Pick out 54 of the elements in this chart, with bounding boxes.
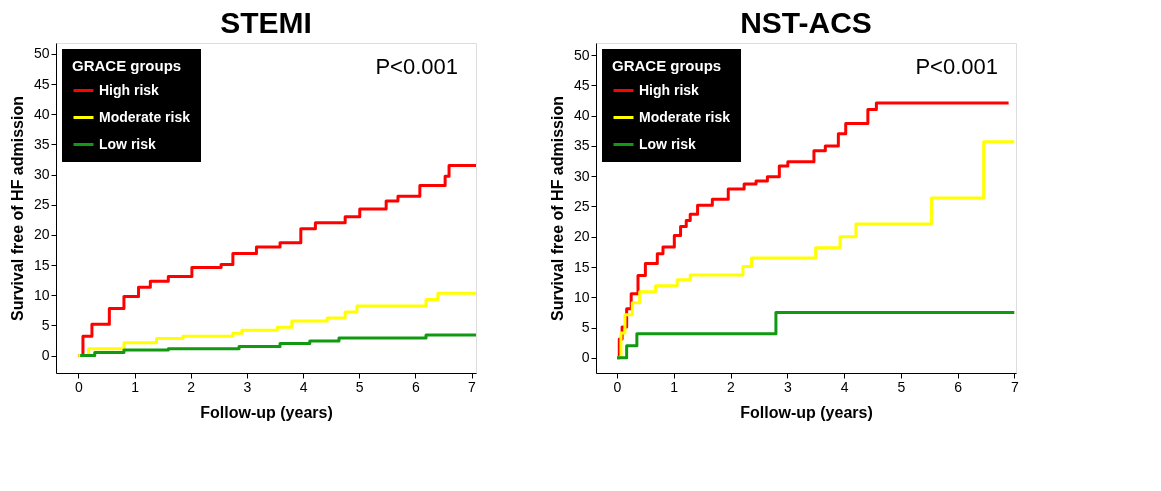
- x-tick-label: 1: [670, 378, 679, 395]
- y-tick-label: 10: [33, 286, 50, 303]
- y-tick-label: 25: [33, 196, 50, 213]
- x-tick-label: 0: [75, 378, 84, 395]
- x-tick-label: 3: [783, 378, 792, 395]
- y-tick-label: 50: [573, 46, 590, 63]
- y-tick-label: 50: [33, 45, 50, 62]
- x-tick-label: 3: [243, 378, 252, 395]
- y-axis-title: Survival free of HF admission: [8, 96, 26, 321]
- annotation: P<0.001: [915, 54, 998, 79]
- x-tick-label: 0: [613, 378, 622, 395]
- annotation: P<0.001: [375, 54, 458, 79]
- y-tick-label: 35: [33, 135, 50, 152]
- y-tick-label: 20: [573, 228, 590, 245]
- y-tick-label: 15: [573, 258, 590, 275]
- y-tick-label: 20: [33, 226, 50, 243]
- x-tick-label: 7: [468, 378, 477, 395]
- legend-label: Low risk: [99, 135, 157, 152]
- x-tick-label: 6: [411, 378, 420, 395]
- y-tick-label: 40: [33, 105, 50, 122]
- legend-label: Moderate risk: [99, 108, 191, 125]
- x-tick-label: 5: [355, 378, 364, 395]
- y-tick-label: 45: [33, 75, 50, 92]
- y-tick-label: 10: [573, 288, 590, 305]
- x-tick-label: 2: [187, 378, 196, 395]
- legend-title: GRACE groups: [72, 57, 182, 74]
- legend-label: High risk: [99, 81, 160, 98]
- x-tick-label: 1: [131, 378, 140, 395]
- chart-title: STEMI: [220, 6, 312, 39]
- x-tick-label: 5: [897, 378, 906, 395]
- y-tick-label: 15: [33, 256, 50, 273]
- y-tick-label: 40: [573, 107, 590, 124]
- x-tick-label: 4: [299, 378, 308, 395]
- y-tick-label: 30: [573, 167, 590, 184]
- y-tick-label: 45: [573, 76, 590, 93]
- y-tick-label: 0: [581, 349, 590, 366]
- y-tick-label: 5: [581, 319, 590, 336]
- x-tick-label: 4: [840, 378, 849, 395]
- y-tick-label: 0: [41, 347, 50, 363]
- x-tick-label: 2: [727, 378, 736, 395]
- y-tick-label: 25: [573, 197, 590, 214]
- legend-label: Low risk: [639, 135, 697, 152]
- y-tick-label: 5: [41, 316, 50, 333]
- x-axis-title: Follow-up (years): [200, 403, 333, 421]
- legend-label: High risk: [639, 81, 700, 98]
- legend-title: GRACE groups: [612, 57, 722, 74]
- y-axis-title: Survival free of HF admission: [548, 96, 566, 321]
- chart-title: NST-ACS: [740, 6, 872, 39]
- x-tick-label: 6: [954, 378, 963, 395]
- y-tick-label: 30: [33, 166, 50, 183]
- legend-label: Moderate risk: [639, 108, 731, 125]
- x-axis-title: Follow-up (years): [740, 403, 873, 421]
- x-tick-label: 7: [1010, 378, 1019, 395]
- y-tick-label: 35: [573, 137, 590, 154]
